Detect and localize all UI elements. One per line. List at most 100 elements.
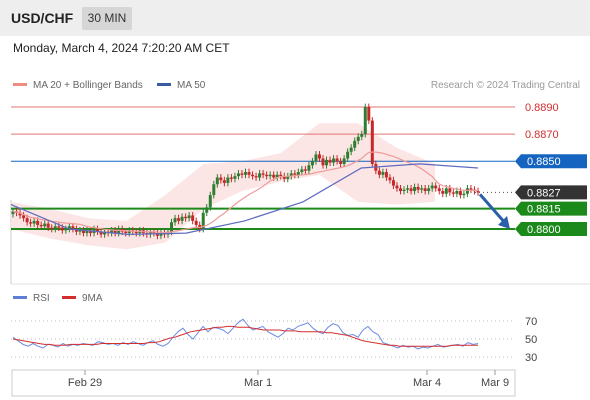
instrument-title: USD/CHF [11, 10, 74, 26]
candle [328, 159, 332, 163]
candle [194, 220, 198, 225]
candle [325, 159, 329, 166]
candle [275, 174, 279, 178]
candle [282, 176, 286, 179]
candle [469, 188, 473, 190]
price-label-2: 0.8850 [527, 156, 561, 168]
candle [32, 220, 36, 224]
candle [57, 226, 61, 228]
candle [444, 188, 448, 194]
candle [215, 177, 219, 185]
candle [184, 216, 188, 219]
candle [377, 170, 381, 175]
x-tick-label: Feb 29 [68, 377, 102, 389]
price-tag-5 [515, 222, 587, 236]
candle [254, 176, 258, 178]
candle [406, 188, 410, 190]
candle [247, 172, 251, 175]
timeframe-button[interactable]: 30 MIN [82, 7, 132, 30]
price-label-4: 0.8815 [527, 204, 561, 216]
candle [268, 174, 272, 177]
candle [261, 173, 265, 175]
candle [384, 172, 388, 178]
rsi-tick-70: 70 [525, 316, 537, 328]
candle [89, 230, 92, 234]
candle [229, 177, 233, 179]
legend-rsi: RSI [13, 293, 50, 304]
candle [187, 215, 191, 219]
9ma-label: 9MA [82, 293, 103, 304]
legend-ma50: MA 50 [157, 80, 205, 91]
ma50-line [10, 163, 479, 236]
candle [314, 154, 318, 162]
candle [349, 147, 353, 152]
candle [423, 188, 427, 192]
candle [191, 215, 195, 221]
candle [177, 218, 181, 221]
candle [395, 185, 399, 189]
candle [110, 230, 114, 234]
rsi-tick-30: 30 [525, 352, 537, 364]
candle [360, 134, 364, 137]
ma50-label: MA 50 [177, 80, 206, 91]
candle [180, 216, 184, 221]
candle [441, 191, 445, 194]
9ma-swatch [62, 295, 76, 299]
candle [251, 174, 255, 177]
candle [226, 177, 230, 183]
candle [293, 173, 297, 175]
candle [300, 169, 304, 173]
candle [155, 233, 159, 236]
candle [363, 107, 367, 135]
price-tag-4 [515, 201, 587, 216]
candle [74, 229, 78, 232]
legend-bb: MA 20 + Bollinger Bands [13, 80, 143, 91]
candle [233, 176, 237, 179]
rsi-tick-50: 50 [525, 334, 537, 346]
price-label-5: 0.8800 [527, 224, 561, 236]
candle [335, 158, 339, 162]
candle [339, 161, 343, 164]
candle [170, 222, 174, 232]
candle [420, 188, 424, 190]
candle [265, 174, 269, 177]
candle [127, 230, 131, 234]
candle [455, 191, 459, 194]
candle [173, 218, 177, 223]
forecast-arrow-shaft [478, 193, 508, 225]
x-tick-label: Mar 9 [481, 377, 509, 389]
candle [11, 211, 15, 215]
rsi-swatch [13, 295, 27, 299]
candle [409, 188, 413, 192]
candle [64, 229, 68, 231]
x-tick-label: Mar 4 [413, 377, 441, 389]
candle [289, 173, 293, 177]
candle [99, 231, 103, 235]
candle [222, 180, 226, 183]
price-label-1: 0.8870 [525, 129, 559, 141]
candle [113, 230, 117, 234]
candle [258, 173, 262, 178]
header-bar: USD/CHF 30 MIN [0, 0, 590, 36]
candle [212, 184, 216, 196]
candle [321, 158, 325, 166]
candle [451, 192, 455, 194]
price-tag-3 [515, 185, 587, 200]
candle [124, 231, 128, 234]
candle [353, 140, 357, 148]
candle [39, 224, 43, 227]
candle [240, 173, 244, 175]
candle [219, 177, 223, 181]
candle [342, 158, 346, 164]
candle [96, 229, 100, 232]
candle [458, 191, 462, 196]
candle [81, 230, 85, 234]
candle [367, 107, 371, 121]
candle [103, 231, 107, 235]
candle [46, 223, 50, 228]
candle [279, 174, 283, 177]
datetime-text: Monday, March 4, 2024 7:20:20 AM CET [13, 41, 230, 55]
candle [43, 223, 47, 227]
x-tick-label: Mar 1 [244, 377, 272, 389]
